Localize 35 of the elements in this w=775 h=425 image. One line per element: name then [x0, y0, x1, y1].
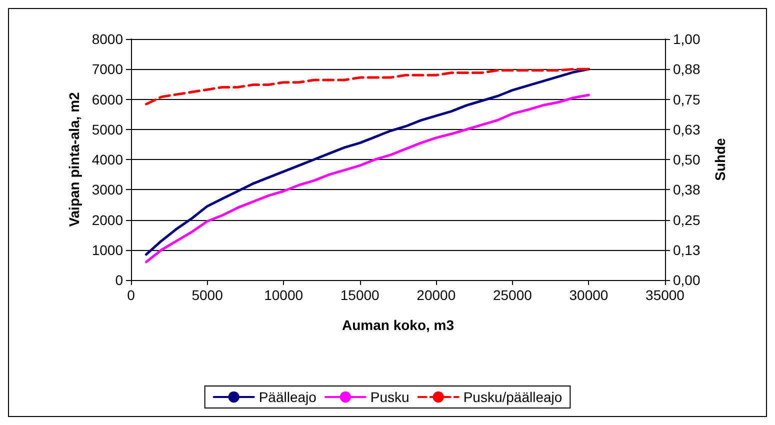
y-tick-label: 0: [115, 272, 124, 288]
y-axis-title: Vaipan pinta-ala, m2: [66, 92, 82, 227]
line-series: [145, 68, 590, 256]
x-tick-label: 30000: [569, 287, 608, 303]
x-tick-label: 35000: [646, 287, 685, 303]
legend-label: Pusku: [370, 389, 410, 405]
y2-tick-label: 0,38: [673, 182, 700, 198]
x-tick-label: 25000: [492, 287, 532, 303]
y-tick-label: 7000: [92, 61, 124, 78]
x-axis-title: Auman koko, m3: [342, 317, 454, 333]
y2-tick-label: 0,50: [673, 152, 700, 168]
y-tick-label: 5000: [92, 121, 124, 138]
legend-label: Päälleajo: [258, 389, 317, 405]
y2-tick-label: 0,88: [673, 61, 700, 78]
line-series: [145, 94, 590, 264]
y2-tick-label: 0,75: [673, 91, 700, 108]
y2-tick-label: 0,13: [673, 242, 700, 258]
y-tick-label: 4000: [92, 152, 124, 168]
y-tick-label: 6000: [92, 91, 124, 108]
y-tick-label: 2000: [92, 212, 124, 228]
y2-tick-label: 1,00: [673, 31, 700, 47]
y2-tick-label: 0,63: [673, 121, 700, 138]
y2-tick-label: 0,00: [673, 272, 700, 288]
y2-tick-label: 0,25: [673, 212, 700, 228]
x-tick-label: 15000: [340, 287, 380, 303]
x-tick-label: 20000: [416, 287, 456, 303]
x-tick-label: 5000: [192, 287, 224, 303]
line-series: [145, 68, 590, 106]
x-tick-label: 10000: [264, 287, 304, 303]
y-tick-label: 3000: [92, 182, 124, 198]
legend-label: Pusku/päälleajo: [463, 389, 562, 405]
y-tick-label: 1000: [92, 242, 124, 258]
y-tick-label: 8000: [92, 31, 124, 47]
x-tick-label: 0: [127, 287, 136, 303]
y2-axis-title: Suhde: [712, 138, 728, 181]
